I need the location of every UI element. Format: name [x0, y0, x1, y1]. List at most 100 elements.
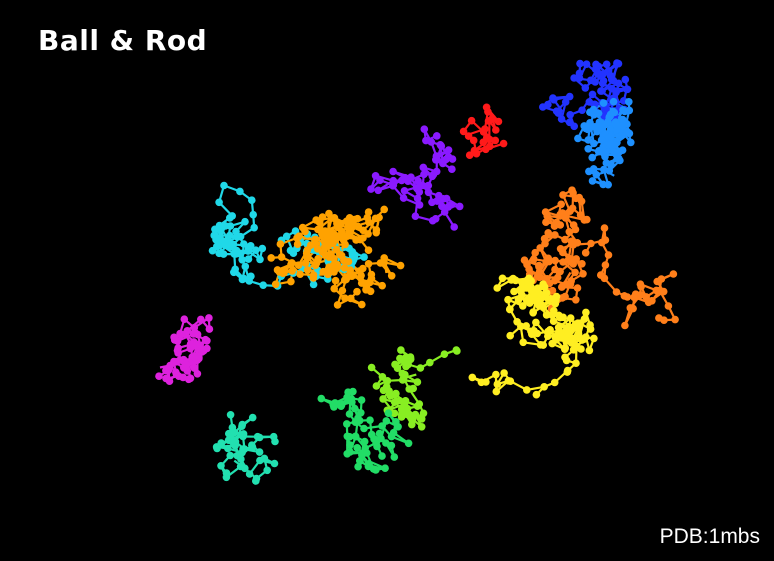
atom-ball [597, 136, 606, 144]
atom-ball [534, 297, 542, 305]
atom-ball [570, 74, 578, 82]
atom-ball [394, 423, 402, 431]
atom-ball [554, 109, 563, 117]
atom-ball [594, 147, 603, 156]
atom-ball [655, 286, 664, 295]
atom-ball [186, 340, 195, 348]
atom-ball [332, 245, 341, 254]
atom-ball [367, 270, 376, 279]
atom-ball [532, 318, 540, 327]
atom-ball [176, 329, 184, 338]
atom-ball [190, 353, 199, 361]
atom-ball [212, 235, 220, 244]
atom-ball [429, 170, 438, 179]
atom-ball [567, 258, 576, 267]
atom-ball [357, 409, 365, 417]
atom-ball [539, 280, 547, 289]
atom-ball [276, 240, 285, 248]
atom-ball [621, 321, 629, 330]
atom-ball [611, 120, 620, 128]
atom-ball [270, 459, 279, 468]
atom-ball [590, 139, 598, 148]
atom-ball [500, 369, 508, 377]
atom-ball [215, 198, 223, 207]
atom-ball [520, 256, 529, 265]
atom-ball [244, 255, 253, 263]
atom-ball [464, 132, 473, 140]
atom-ball [569, 221, 578, 229]
atom-ball [382, 417, 391, 425]
atom-ball [492, 387, 501, 396]
atom-ball [226, 451, 234, 460]
atom-ball [238, 255, 246, 264]
atom-ball [413, 402, 422, 411]
atom-ball [259, 281, 268, 290]
atom-ball [360, 424, 368, 433]
atom-ball [549, 317, 558, 326]
atom-ball [600, 274, 609, 283]
atom-ball [366, 416, 374, 425]
atom-ball [418, 181, 427, 190]
atom-ball [605, 167, 614, 175]
atom-ball [590, 334, 598, 343]
atom-ball [582, 308, 590, 317]
atom-ball [621, 107, 629, 116]
atom-ball [320, 242, 329, 251]
atom-ball [606, 71, 615, 80]
atom-ball [240, 274, 248, 283]
atom-ball [584, 136, 593, 144]
atom-ball [493, 284, 502, 292]
atom-ball [330, 403, 338, 411]
atom-ball [559, 248, 567, 257]
atom-ball [164, 366, 173, 375]
atom-ball [397, 346, 405, 354]
atom-ball [627, 138, 635, 147]
atom-ball [273, 266, 282, 274]
atom-ball [479, 138, 488, 146]
atom-ball [337, 402, 345, 411]
atom-ball [350, 404, 359, 413]
atom-ball [572, 359, 580, 368]
atom-ball [390, 409, 399, 418]
atom-ball [372, 228, 381, 237]
atom-ball [542, 218, 550, 226]
atom-ball [340, 256, 348, 265]
atom-ball [612, 151, 621, 159]
atom-ball [538, 302, 547, 311]
atom-ball [551, 231, 559, 239]
atom-ball [390, 453, 399, 461]
atom-ball [544, 229, 552, 237]
atom-ball [630, 293, 638, 302]
atom-ball [583, 215, 591, 224]
atom-ball [555, 311, 563, 320]
atom-ball [364, 230, 372, 238]
atom-ball [351, 432, 360, 441]
atom-ball [288, 267, 297, 275]
atom-ball [346, 396, 355, 405]
atom-ball [333, 301, 342, 309]
atom-ball [203, 344, 211, 353]
atom-ball [578, 106, 586, 114]
atom-ball [174, 349, 182, 357]
atom-ball [440, 208, 449, 216]
atom-ball [155, 372, 163, 381]
atom-ball [600, 224, 609, 232]
atom-ball [279, 267, 288, 276]
atom-ball [588, 153, 596, 162]
atom-ball [601, 151, 609, 159]
atom-ball [494, 117, 503, 126]
atom-ball [412, 184, 421, 192]
atom-ball [343, 450, 352, 458]
atom-ball [504, 295, 512, 304]
atom-ball [612, 288, 621, 296]
atom-ball [250, 223, 258, 232]
atom-ball [519, 338, 527, 347]
atom-ball [561, 214, 570, 222]
atom-ball [347, 294, 355, 303]
atom-ball [241, 217, 249, 226]
atom-ball [378, 452, 386, 460]
atom-ball [252, 477, 260, 485]
atom-ball [240, 445, 249, 453]
atom-ball [542, 289, 551, 297]
atom-ball [550, 307, 558, 315]
